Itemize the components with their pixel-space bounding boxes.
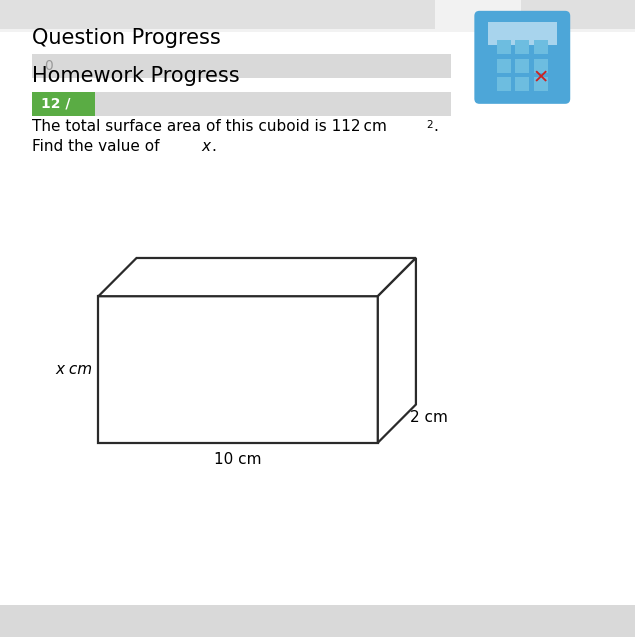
FancyBboxPatch shape — [32, 92, 451, 116]
FancyBboxPatch shape — [32, 54, 451, 78]
Text: Question Progress: Question Progress — [32, 28, 220, 48]
Polygon shape — [98, 258, 416, 296]
FancyBboxPatch shape — [516, 59, 530, 73]
FancyBboxPatch shape — [521, 0, 635, 29]
Text: 0: 0 — [44, 59, 53, 73]
Text: ✕: ✕ — [533, 68, 549, 87]
FancyBboxPatch shape — [497, 40, 511, 54]
FancyBboxPatch shape — [497, 77, 511, 91]
FancyBboxPatch shape — [0, 0, 435, 29]
Text: 10 cm: 10 cm — [215, 452, 262, 468]
FancyBboxPatch shape — [533, 77, 547, 91]
Text: x: x — [201, 139, 210, 154]
Text: .: . — [211, 139, 217, 154]
Text: 12 /: 12 / — [41, 97, 70, 111]
Text: .: . — [433, 118, 438, 134]
FancyBboxPatch shape — [516, 77, 530, 91]
Text: 2: 2 — [426, 120, 432, 130]
FancyBboxPatch shape — [0, 605, 635, 637]
Text: The total surface area of this cuboid is 112 cm: The total surface area of this cuboid is… — [32, 118, 387, 134]
FancyBboxPatch shape — [474, 11, 570, 104]
Text: 2 cm: 2 cm — [410, 410, 448, 425]
FancyBboxPatch shape — [533, 59, 547, 73]
Text: x cm: x cm — [55, 362, 92, 377]
Polygon shape — [378, 258, 416, 443]
Polygon shape — [98, 296, 378, 443]
FancyBboxPatch shape — [497, 59, 511, 73]
Text: Find the value of: Find the value of — [32, 139, 164, 154]
FancyBboxPatch shape — [0, 32, 635, 612]
FancyBboxPatch shape — [516, 40, 530, 54]
FancyBboxPatch shape — [488, 22, 556, 45]
FancyBboxPatch shape — [32, 92, 95, 116]
FancyBboxPatch shape — [533, 40, 547, 54]
Text: Homework Progress: Homework Progress — [32, 66, 239, 86]
